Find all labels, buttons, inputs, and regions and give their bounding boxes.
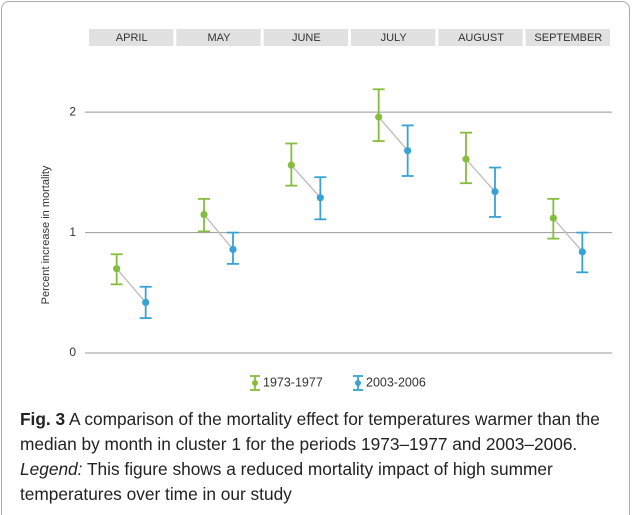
x-tick-label: MAY <box>207 32 231 44</box>
caption-text: A comparison of the mortality effect for… <box>20 409 600 454</box>
x-tick-label: AUGUST <box>458 32 504 44</box>
connector <box>203 214 234 250</box>
caption-label: Fig. 3 <box>20 409 66 429</box>
month-header <box>351 29 436 46</box>
point <box>578 248 586 256</box>
x-tick-label: APRIL <box>116 32 148 44</box>
x-tick-label: SEPTEMBER <box>534 32 602 44</box>
y-tick-label: 2 <box>69 104 76 118</box>
point <box>316 194 324 202</box>
legend-dot <box>252 380 258 386</box>
connector <box>290 164 321 199</box>
y-tick-label: 0 <box>69 345 76 359</box>
point <box>462 155 470 163</box>
connector <box>116 268 147 303</box>
point <box>375 113 383 121</box>
caption: Fig. 3 A comparison of the mortality eff… <box>20 407 616 507</box>
point <box>287 161 295 169</box>
x-tick-label: JULY <box>381 32 408 44</box>
y-axis-label: Percent increase in mortality <box>40 165 52 304</box>
legend-dot <box>355 380 361 386</box>
legend-label: 1973-1977 <box>263 375 323 389</box>
month-header <box>525 29 610 46</box>
point <box>200 210 208 219</box>
point <box>491 188 499 196</box>
point <box>549 214 557 222</box>
caption-legend-text: This figure shows a reduced mortality im… <box>20 459 553 504</box>
point <box>142 298 150 307</box>
chart: Percent increase in mortality 0 1 2 APRIL MA… <box>40 29 612 391</box>
connector <box>378 116 409 152</box>
month-header <box>176 29 261 46</box>
month-header <box>89 29 174 46</box>
y-tick-label: 1 <box>69 225 76 239</box>
caption-legend-label: Legend: <box>20 459 83 479</box>
connector <box>552 217 583 253</box>
point <box>113 265 121 273</box>
month-header <box>438 29 523 46</box>
x-tick-label: JUNE <box>292 32 321 44</box>
point <box>229 245 237 254</box>
month-header <box>263 29 348 46</box>
connector <box>465 158 496 193</box>
legend-label: 2003-2006 <box>366 375 426 389</box>
point <box>404 147 412 155</box>
